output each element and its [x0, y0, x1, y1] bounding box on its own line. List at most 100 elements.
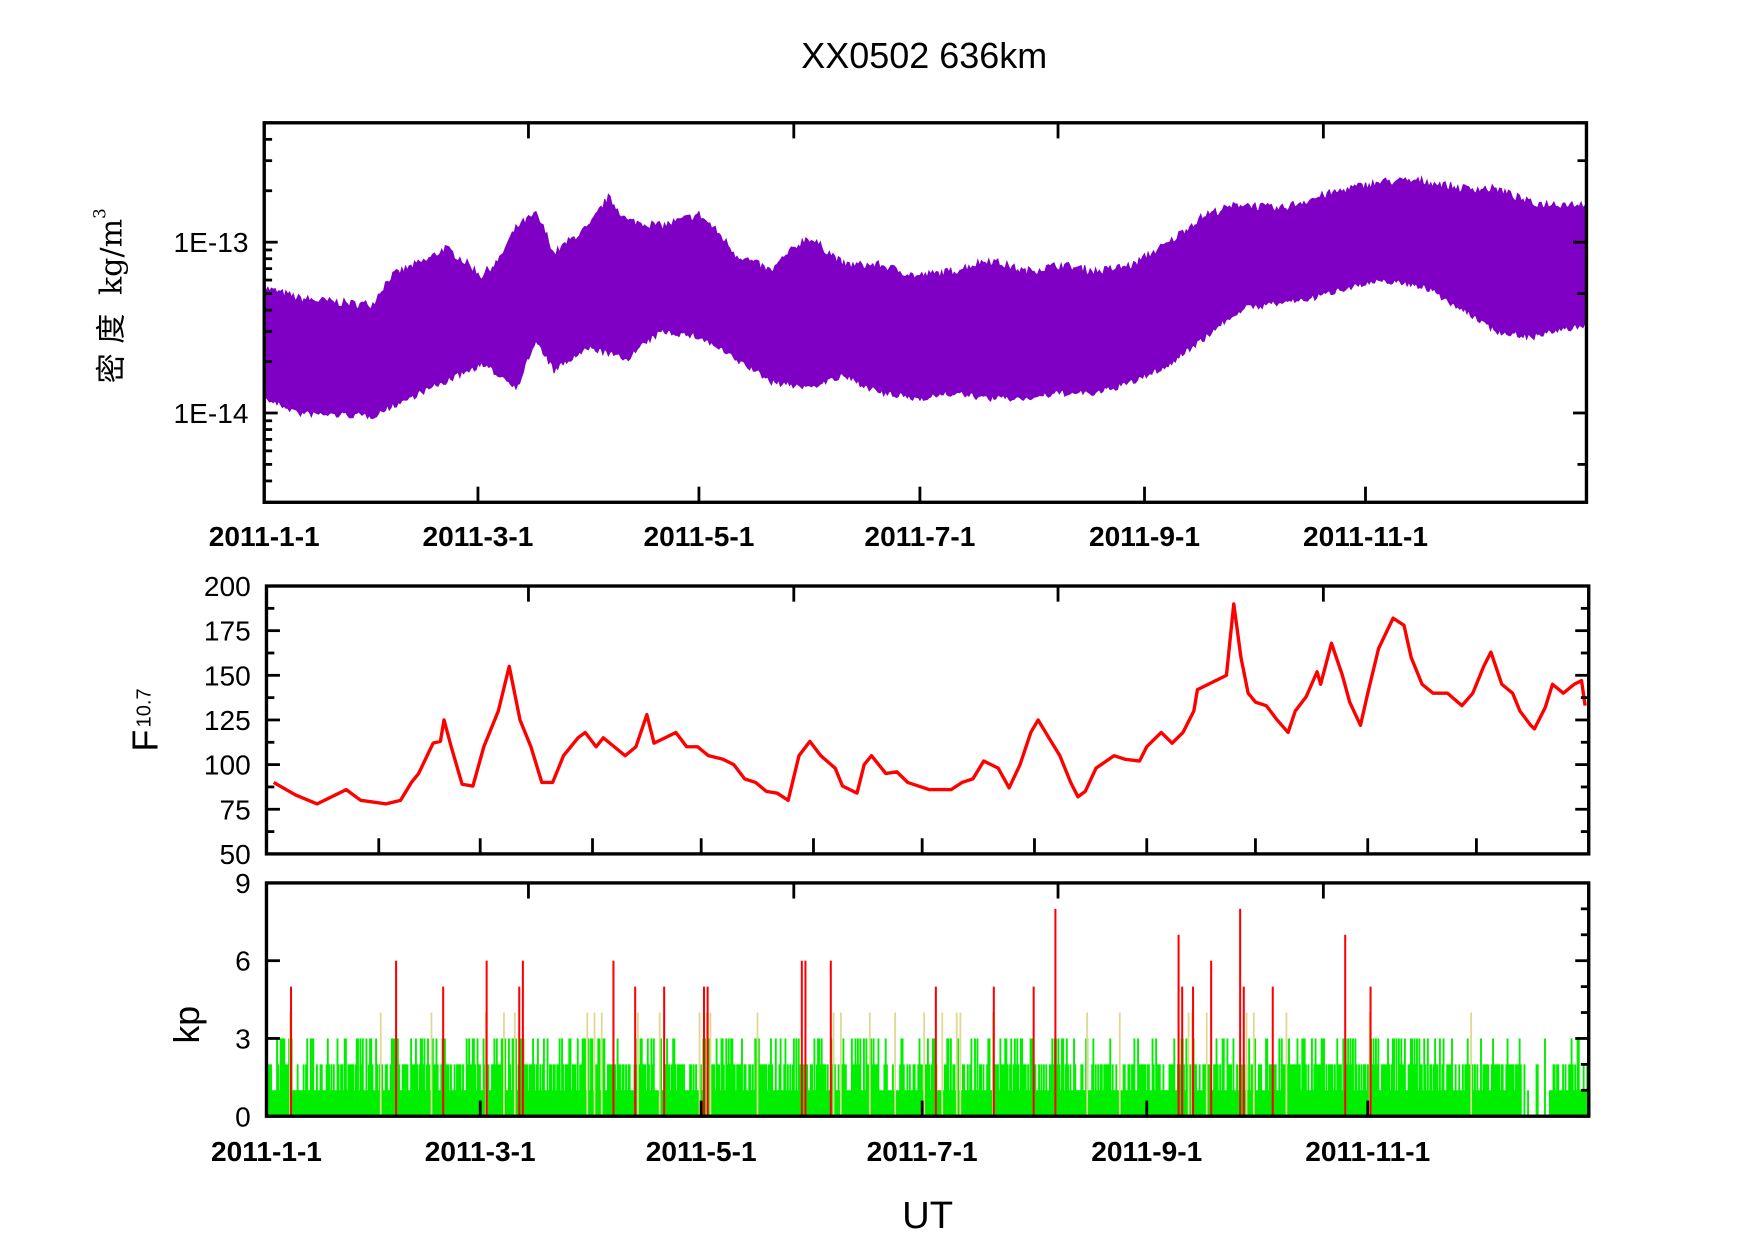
kp-bar: [365, 1038, 368, 1117]
kp-bar: [1500, 1064, 1503, 1117]
kp-bar: [887, 1090, 890, 1117]
kp-bar: [1111, 1064, 1114, 1117]
kp-bar: [386, 1064, 388, 1117]
kp-bar: [1562, 1064, 1565, 1117]
kp-bar: [1199, 1090, 1202, 1117]
kp-bar: [437, 1090, 440, 1117]
kp-panel: 2011-1-1 2011-3-1 2011-5-1 2011-7-1 2011-9-1…: [211, 868, 1591, 1167]
kp-bar: [933, 1038, 935, 1117]
kp-bar: [1263, 1090, 1266, 1117]
kp-bar: [893, 1090, 896, 1117]
kp-bar: [481, 1090, 484, 1117]
kp-bar: [388, 1090, 391, 1117]
kp-bar: [661, 1090, 664, 1117]
kp-bar: [778, 1064, 781, 1117]
kp-bar: [478, 1064, 481, 1117]
kp-bar: [1571, 1064, 1574, 1117]
kp-bar: [786, 1064, 789, 1117]
kp-bar: [597, 1038, 600, 1117]
kp-bar: [1151, 1038, 1154, 1117]
kp-bar: [1184, 1090, 1187, 1117]
kp-bar: [664, 1064, 667, 1117]
kp-bar: [975, 1090, 978, 1117]
kp-bar: [1544, 1038, 1546, 1117]
kp-bar: [842, 1038, 845, 1117]
kp-bar: [587, 1038, 590, 1117]
kp-bar: [1018, 1090, 1021, 1117]
kp-bar: [926, 1038, 929, 1117]
kp-bar: [931, 1038, 934, 1117]
kp-bar: [846, 1090, 848, 1117]
kp-active-bar: [503, 1012, 505, 1117]
kp-bar: [802, 1064, 805, 1117]
kp-bar: [942, 1090, 945, 1117]
kp-bar: [643, 1064, 646, 1117]
kp-bar: [852, 1064, 855, 1117]
kp-bar: [866, 1064, 869, 1117]
kp-bar: [640, 1038, 643, 1117]
kp-bar: [605, 1090, 608, 1117]
kp-bar: [431, 1038, 434, 1117]
kp-bar: [919, 1064, 922, 1117]
kp-bar: [1355, 1064, 1358, 1117]
kp-active-bar: [593, 1012, 596, 1117]
kp-bar: [454, 1090, 457, 1117]
kp-bar: [953, 1064, 956, 1117]
kp-bar: [1128, 1064, 1131, 1117]
kp-bar: [1390, 1064, 1393, 1117]
kp-bar: [767, 1064, 770, 1117]
kp-bar: [638, 1064, 641, 1117]
kp-bar: [954, 1090, 957, 1117]
kp-bar: [596, 1064, 599, 1117]
kp-bar: [1071, 1090, 1074, 1117]
kp-bar: [680, 1064, 683, 1117]
kp-bar: [319, 1064, 322, 1117]
kp-bar: [1352, 1038, 1354, 1117]
kp-bar: [1140, 1064, 1143, 1117]
kp-bar: [744, 1064, 747, 1117]
kp-bar: [302, 1064, 305, 1117]
kp-bar: [499, 1064, 502, 1117]
kp-bar: [905, 1090, 908, 1117]
kp-bar: [1407, 1064, 1410, 1117]
kp-bar: [1292, 1064, 1295, 1117]
kp-bar: [1022, 1064, 1025, 1117]
kp-bar: [493, 1038, 496, 1117]
kp-bar: [1073, 1038, 1075, 1117]
kp-bar: [1034, 1064, 1037, 1117]
kp-bar: [581, 1038, 584, 1117]
kp-bar: [872, 1038, 875, 1117]
y-tick-label: 100: [204, 750, 251, 781]
kp-bar: [400, 1090, 403, 1117]
kp-bar: [1422, 1090, 1424, 1117]
kp-bar: [470, 1064, 473, 1117]
kp-bar: [936, 1090, 939, 1117]
kp-bar: [1259, 1064, 1261, 1117]
kp-bar: [855, 1064, 858, 1117]
kp-bar: [660, 1038, 663, 1117]
kp-bar: [1399, 1064, 1402, 1117]
kp-bar: [506, 1090, 509, 1117]
kp-active-bar: [430, 1012, 433, 1117]
kp-bar: [1092, 1038, 1095, 1117]
kp-bar: [981, 1090, 984, 1117]
kp-bar: [1373, 1064, 1376, 1117]
kp-bar: [1341, 1090, 1344, 1117]
kp-bar: [1162, 1064, 1165, 1117]
kp-active-bar: [658, 1012, 661, 1117]
kp-bar: [823, 1064, 826, 1117]
y-tick-label: 6: [235, 946, 251, 977]
kp-bar: [1323, 1038, 1325, 1117]
kp-active-bar: [698, 1012, 701, 1117]
kp-bar: [402, 1064, 405, 1117]
kp-bar: [841, 1064, 844, 1117]
kp-bar: [561, 1038, 563, 1117]
kp-bar: [737, 1064, 740, 1117]
kp-bar: [1202, 1064, 1205, 1117]
kp-bar: [1062, 1038, 1065, 1117]
kp-storm-bar: [485, 960, 488, 1117]
kp-bar: [1094, 1064, 1097, 1117]
kp-bar: [460, 1090, 463, 1117]
kp-bar: [912, 1064, 915, 1117]
kp-bar: [907, 1090, 910, 1117]
